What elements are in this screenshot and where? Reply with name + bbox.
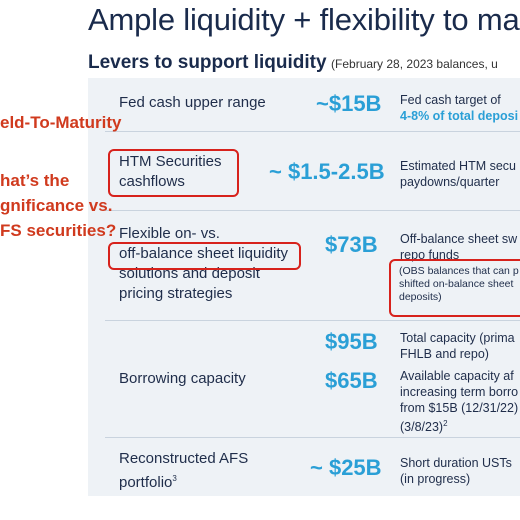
row-label-afs-portfolio: Reconstructed AFS portfolio3 [119,450,249,491]
row-desc-htm-cashflows: Estimated HTM secu paydowns/quarter [400,159,517,189]
annotation-afs-securities: FS securities? [0,221,117,240]
row-divider [105,437,520,438]
row-desc-total-capacity: Total capacity (prima FHLB and repo) [400,331,515,361]
page-title: Ample liquidity + flexibility to ma [88,2,520,37]
row-divider [105,320,520,321]
annotation-whats-the: hat’s the [0,171,70,190]
row-value-htm-cashflows: ~ $1.5-2.5B [269,159,385,184]
levers-table-panel [88,78,520,496]
row-value-available-capacity: $65B [325,368,378,393]
section-subtitle: Levers to support liquidity (February 28… [88,52,498,74]
highlight-box-off-balance-sheet [108,242,301,270]
row-note-obs-balances: (OBS balances that can p shifted on-bala… [399,265,519,303]
row-value-afs-portfolio: ~ $25B [310,455,382,480]
row-value-total-capacity: $95B [325,329,378,354]
row-label-borrowing-capacity: Borrowing capacity [119,370,246,387]
highlight-box-obs-note [389,259,520,317]
subtitle-main: Levers to support liquidity [88,52,327,73]
row-desc-available-capacity: Available capacity af increasing term bo… [400,369,519,435]
row-desc-afs-portfolio: Short duration USTs (in progress) [400,456,512,486]
row-value-fed-cash: ~$15B [316,91,382,116]
row-divider [105,131,520,132]
annotation-significance-vs: gnificance vs. [0,196,113,215]
annotation-held-to-maturity: eld-To-Maturity [0,113,122,132]
subtitle-note: (February 28, 2023 balances, u [331,57,498,71]
row-desc-flexible-liquidity: Off-balance sheet sw repo funds [400,232,518,262]
row-value-flexible-liquidity: $73B [325,232,378,257]
highlight-box-htm [108,149,239,197]
row-label-fed-cash: Fed cash upper range [119,94,266,111]
row-divider [105,210,520,211]
row-desc-fed-cash: Fed cash target of 4-8% of total deposi [400,93,519,123]
row-label-htm-cashflows: HTM Securities cashflows [119,153,222,190]
